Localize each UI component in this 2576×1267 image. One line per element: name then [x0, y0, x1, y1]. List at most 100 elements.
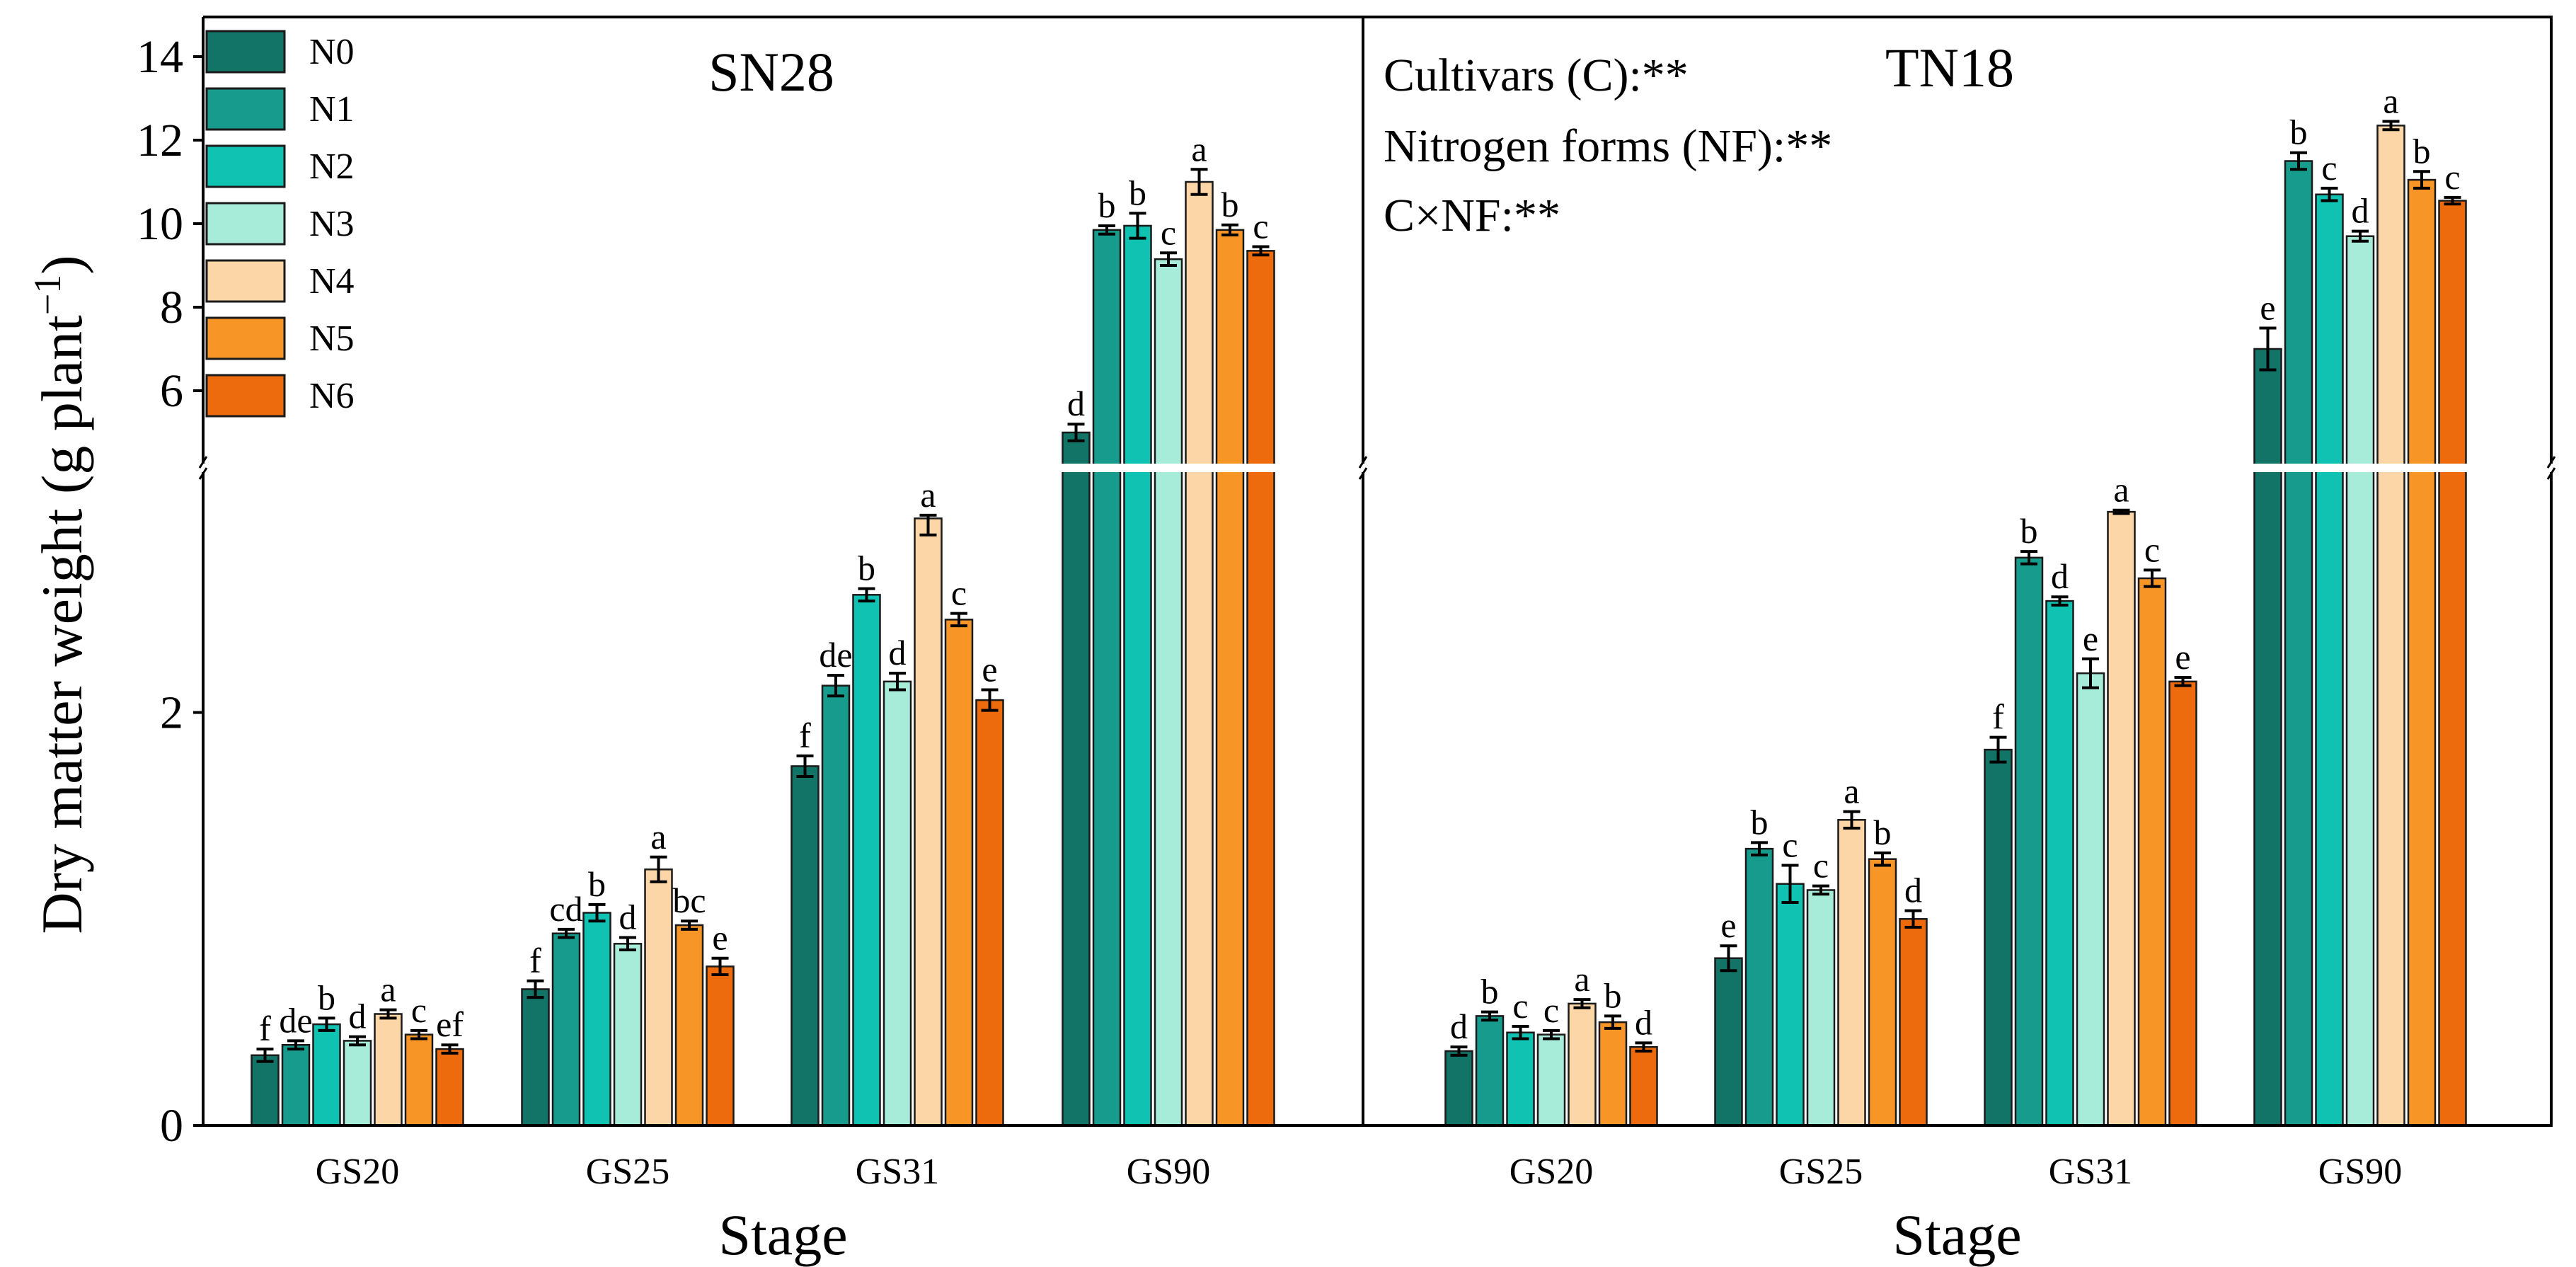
significance-letter: b — [1481, 972, 1499, 1011]
significance-letter: c — [951, 573, 967, 613]
bar-tn18-gs25-n0 — [1714, 957, 1743, 1127]
error-bar — [1512, 1024, 1529, 1040]
bar-tn18-gs90-n3 — [2345, 235, 2375, 1127]
significance-letter: b — [1129, 173, 1146, 212]
bar-sn28-gs90-n6 — [1246, 250, 1275, 1127]
bar-sn28-gs20-n6 — [435, 1048, 464, 1127]
significance-letter: d — [889, 633, 907, 672]
stats-cultivars: Cultivars (C):** — [1384, 50, 1689, 101]
bar-sn28-gs90-n5 — [1215, 229, 1245, 1127]
y-tick-label: 8 — [160, 282, 183, 333]
stats-interaction: C×NF:** — [1384, 190, 1560, 241]
error-bar — [588, 902, 606, 923]
significance-letter: c — [2144, 529, 2160, 569]
error-bar — [349, 1035, 366, 1047]
error-bar — [2020, 550, 2037, 566]
bar-tn18-gs31-n1 — [2014, 556, 2044, 1127]
significance-letter: b — [588, 864, 606, 904]
axis-break-mark — [2546, 456, 2556, 480]
error-bar — [1635, 1041, 1652, 1053]
error-bar — [318, 1016, 335, 1032]
bar-sn28-gs90-n0 — [1062, 431, 1091, 1127]
bar-tn18-gs20-n4 — [1568, 1002, 1597, 1127]
significance-letter: de — [279, 1000, 312, 1040]
error-bar — [2259, 326, 2277, 372]
error-bar — [1221, 223, 1238, 236]
frame-layer — [189, 16, 2565, 1127]
bar-sn28-gs25-n1 — [551, 932, 581, 1127]
bar-sn28-gs25-n3 — [613, 943, 643, 1127]
legend-swatch-n3 — [205, 202, 286, 246]
significance-letter: f — [529, 941, 541, 980]
significance-letter: b — [1098, 185, 1116, 225]
bar-sn28-gs20-n5 — [404, 1033, 434, 1127]
error-bar — [919, 513, 937, 537]
legend: N0 N1 N2 N3 N4 N5 N6 — [205, 30, 355, 418]
bar-sn28-gs90-n3 — [1154, 258, 1183, 1127]
bar-sn28-gs31-n0 — [790, 765, 820, 1127]
significance-letter: d — [1635, 1002, 1652, 1042]
y-axis-label-close: ) — [30, 255, 94, 274]
legend-swatch-n6 — [205, 374, 286, 418]
error-bar — [1989, 735, 2007, 764]
error-bar — [410, 1028, 427, 1040]
y-tick-label: 0 — [160, 1100, 183, 1152]
bar-tn18-gs20-n1 — [1475, 1015, 1505, 1127]
bar-tn18-gs90-n6 — [2438, 200, 2467, 1127]
significance-letter: c — [1161, 212, 1176, 252]
bars-layer — [251, 120, 2467, 1127]
significance-letter: c — [1253, 206, 1268, 246]
panel-title-sn28: SN28 — [708, 41, 834, 103]
error-bar — [650, 855, 667, 883]
bar-sn28-gs31-n3 — [882, 680, 912, 1127]
legend-swatch-n0 — [205, 30, 286, 74]
significance-letter: b — [1221, 185, 1239, 224]
error-bar — [1067, 423, 1085, 442]
bar-tn18-gs90-n4 — [2376, 125, 2405, 1127]
error-bar — [619, 936, 636, 952]
bar-tn18-gs31-n5 — [2137, 577, 2167, 1127]
error-bar — [2051, 595, 2069, 607]
legend-label-n6: N6 — [309, 376, 355, 416]
error-bar — [711, 956, 729, 977]
error-bar — [2352, 229, 2369, 243]
significance-letter: d — [1067, 384, 1085, 423]
error-bar — [2290, 151, 2307, 171]
bar-sn28-gs25-n4 — [644, 868, 673, 1127]
y-tick-label: 6 — [160, 365, 183, 417]
bar-sn28-gs20-n2 — [312, 1023, 341, 1127]
bar-sn28-gs25-n5 — [674, 924, 704, 1127]
significance-letter: f — [259, 1009, 271, 1048]
bar-tn18-gs31-n3 — [2076, 672, 2105, 1127]
significance-letter: a — [2113, 470, 2129, 510]
bar-tn18-gs90-n2 — [2315, 193, 2344, 1127]
error-bar — [1190, 168, 1208, 196]
x-axis-label: Stage — [1892, 1203, 2021, 1267]
error-bar — [950, 612, 967, 628]
significance-letter: e — [2083, 619, 2098, 658]
stats-nitrogen-forms: Nitrogen forms (NF):** — [1384, 120, 1832, 172]
error-bar — [2082, 657, 2099, 689]
significance-letter: a — [1574, 959, 1589, 999]
legend-swatch-n1 — [205, 87, 286, 131]
error-bar — [2444, 195, 2461, 206]
significance-letter: d — [1450, 1007, 1468, 1046]
bar-sn28-gs25-n2 — [582, 912, 611, 1127]
error-bar — [981, 688, 999, 712]
bar-tn18-gs25-n5 — [1868, 858, 1897, 1127]
frame-bottom — [203, 472, 2553, 1127]
bar-sn28-gs31-n4 — [914, 517, 943, 1127]
y-tick-label: 14 — [137, 31, 183, 83]
error-bar — [1843, 810, 1861, 830]
error-bar — [1781, 864, 1799, 904]
significance-letter: e — [1720, 905, 1736, 945]
error-bar — [1904, 909, 1922, 929]
error-bar — [858, 587, 875, 603]
error-bar — [1098, 224, 1115, 236]
significance-letter: e — [2175, 637, 2190, 677]
bar-sn28-gs90-n1 — [1092, 229, 1122, 1127]
error-bar — [1450, 1045, 1468, 1057]
bar-tn18-gs25-n6 — [1899, 918, 1928, 1127]
error-bar — [1252, 245, 1270, 257]
